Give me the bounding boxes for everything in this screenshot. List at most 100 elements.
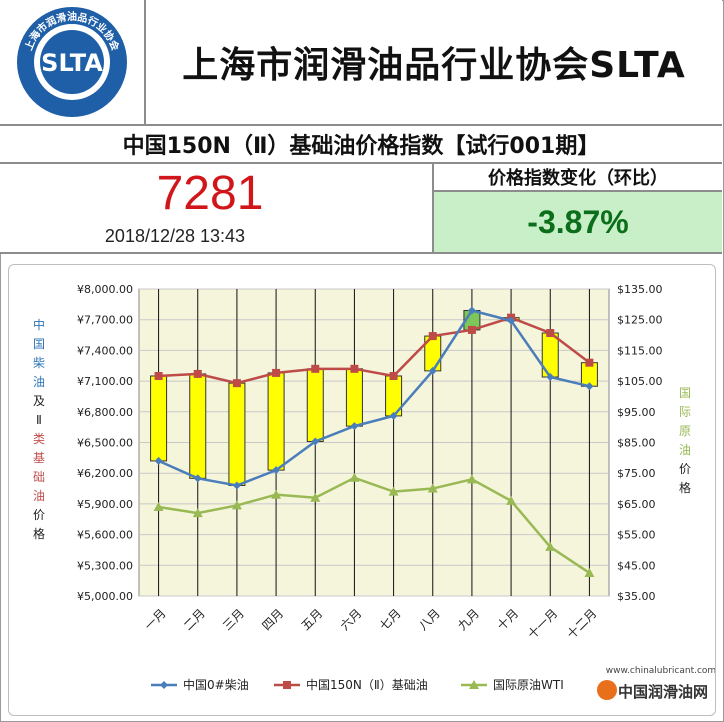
right-axis-title-char: 原 <box>679 424 691 438</box>
legend-label: 国际原油WTI <box>493 678 564 692</box>
left-axis-title-char: 格 <box>33 526 45 541</box>
diesel-point <box>154 456 163 465</box>
diesel-point <box>350 422 359 431</box>
crude-oil-point <box>545 541 556 551</box>
spread-bar <box>150 375 168 462</box>
diesel-point <box>272 466 281 475</box>
right-axis-title-char: 际 <box>679 405 691 419</box>
right-tick-label: $35.00 <box>617 590 656 603</box>
crude-oil-point <box>466 474 477 484</box>
crude-oil-point <box>388 486 399 496</box>
left-axis-title-char: 类 <box>33 432 45 446</box>
base-oil-point <box>272 368 281 377</box>
index-value: 7281 <box>156 167 264 220</box>
diesel-point <box>389 411 398 420</box>
x-tick-label: 三月 <box>220 606 247 633</box>
right-axis-title-char: 油 <box>679 443 691 457</box>
left-tick-label: ¥5,600.00 <box>77 529 133 542</box>
left-axis-title-char: 基 <box>33 451 45 465</box>
right-tick-label: $55.00 <box>617 529 656 542</box>
diesel-point <box>232 481 241 490</box>
legend-marker <box>283 681 291 689</box>
legend-label: 中国0#柴油 <box>183 677 249 692</box>
right-tick-label: $95.00 <box>617 406 656 419</box>
x-tick-label: 八月 <box>416 606 443 633</box>
x-tick-label: 五月 <box>298 606 325 633</box>
left-axis-title-char: 柴 <box>33 356 45 370</box>
watermark-logo-icon <box>597 680 617 700</box>
index-datetime: 2018/12/28 13:43 <box>104 226 246 246</box>
price-chart: ¥5,000.00 $35.00 ¥5,300.00 $45.00 ¥5,600.00 $… <box>33 283 716 709</box>
x-tick-label: 十二月 <box>564 606 599 641</box>
spread-bar <box>306 368 324 442</box>
left-tick-label: ¥7,400.00 <box>77 344 133 357</box>
left-axis-title-char: 价 <box>33 508 45 522</box>
crude-oil-point <box>310 492 321 502</box>
x-tick-label: 九月 <box>455 606 482 633</box>
diesel-point <box>311 437 320 446</box>
base-oil-point <box>311 364 320 373</box>
change-panel: 价格指数变化（环比） -3.87% <box>434 164 722 254</box>
left-tick-label: ¥5,300.00 <box>77 559 133 572</box>
crude-oil-point <box>506 495 517 505</box>
spread-bar <box>267 372 285 471</box>
x-tick-label: 十月 <box>494 606 521 633</box>
crude-oil-point <box>271 489 282 499</box>
base-oil-point <box>193 369 202 378</box>
base-oil-point <box>467 325 476 334</box>
crude-oil-line <box>158 476 591 575</box>
right-tick-label: $45.00 <box>617 559 656 572</box>
x-tick-label: 十一月 <box>525 606 560 641</box>
left-axis-title-char: 国 <box>33 337 45 351</box>
left-tick-label: ¥7,700.00 <box>77 314 133 327</box>
left-axis-title-char: 及 <box>33 394 45 408</box>
diesel-point <box>193 474 202 483</box>
base-oil-line <box>158 316 591 385</box>
right-tick-label: $105.00 <box>617 375 663 388</box>
logo-box: 上海市润滑油品行业协会 SLTA <box>0 0 146 124</box>
watermark-name: 中国润滑油网 <box>618 683 708 701</box>
header: 上海市润滑油品行业协会 SLTA 上海市润滑油品行业协会SLTA <box>0 0 722 126</box>
crude-oil-point <box>349 472 360 482</box>
logo-text: SLTA <box>41 49 103 77</box>
right-tick-label: $115.00 <box>617 344 663 357</box>
legend-marker <box>469 680 479 689</box>
left-tick-label: ¥8,000.00 <box>77 283 133 296</box>
spread-bar <box>345 368 363 427</box>
right-tick-label: $65.00 <box>617 498 656 511</box>
x-tick-label: 六月 <box>338 606 365 633</box>
left-axis-title-char: 油 <box>33 489 45 503</box>
left-axis-title-char: 础 <box>33 470 45 484</box>
base-oil-point <box>350 364 359 373</box>
left-tick-label: ¥6,500.00 <box>77 437 133 450</box>
left-axis-title-char: Ⅱ <box>36 413 42 427</box>
legend-marker <box>160 681 168 689</box>
index-value-panel: 7281 2018/12/28 13:43 <box>0 164 434 254</box>
watermark-url: www.chinalubricant.com <box>606 666 715 676</box>
left-axis-title-char: 油 <box>33 375 45 389</box>
diesel-point <box>585 382 594 391</box>
diesel-point <box>546 373 555 382</box>
base-oil-point <box>546 329 555 338</box>
base-oil-point <box>389 371 398 380</box>
spread-bar <box>189 373 207 479</box>
right-tick-label: $135.00 <box>617 283 663 296</box>
index-subtitle: 中国150N（Ⅱ）基础油价格指数【试行001期】 <box>0 126 722 164</box>
left-axis-title-char: 中 <box>33 317 45 332</box>
right-axis-title-char: 格 <box>679 480 691 495</box>
base-oil-point <box>232 379 241 388</box>
base-oil-point <box>154 371 163 380</box>
crude-oil-point <box>153 501 164 511</box>
change-label: 价格指数变化（环比） <box>434 164 722 192</box>
right-axis-title-char: 国 <box>679 386 691 400</box>
left-tick-label: ¥5,900.00 <box>77 498 133 511</box>
right-tick-label: $125.00 <box>617 314 663 327</box>
crude-oil-point <box>192 508 203 518</box>
base-oil-point <box>428 332 437 341</box>
right-tick-label: $75.00 <box>617 467 656 480</box>
slta-logo: 上海市润滑油品行业协会 SLTA <box>17 7 127 117</box>
spread-bar <box>228 382 246 486</box>
left-tick-label: ¥6,800.00 <box>77 406 133 419</box>
right-tick-label: $85.00 <box>617 437 656 450</box>
left-tick-label: ¥7,100.00 <box>77 375 133 388</box>
